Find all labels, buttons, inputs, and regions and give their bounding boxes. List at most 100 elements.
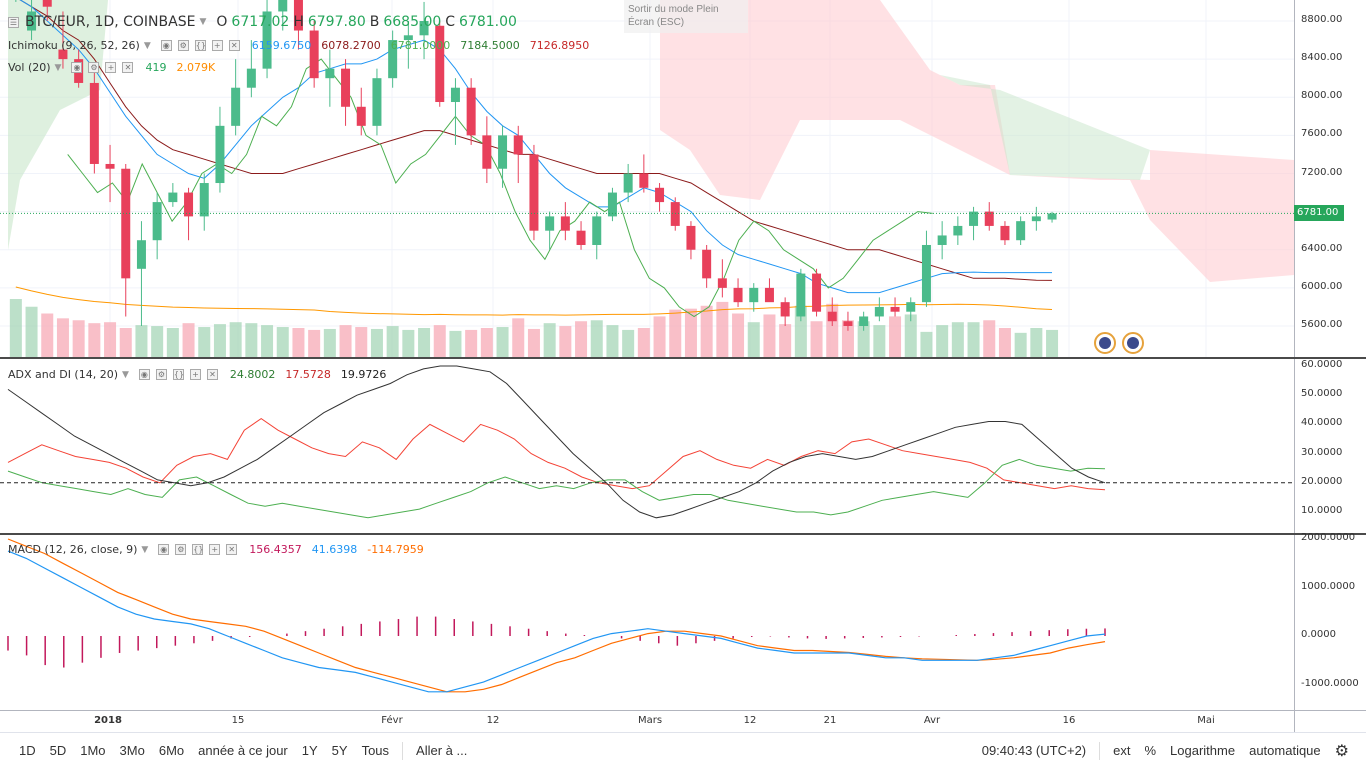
close-icon[interactable]: ✕ — [228, 40, 240, 51]
eye-icon[interactable]: ◉ — [71, 62, 83, 73]
range-button[interactable]: année à ce jour — [198, 743, 288, 758]
volume-name[interactable]: Vol (20) — [8, 61, 51, 74]
percent-scale-toggle[interactable]: % — [1144, 743, 1157, 758]
candle-body — [953, 225, 963, 236]
kumo-cloud-bullish — [940, 75, 1150, 180]
collapse-legend-icon[interactable]: ☰ — [8, 16, 19, 28]
chikou-span-line — [67, 58, 933, 318]
eye-icon[interactable]: ◉ — [138, 369, 150, 380]
more-icon[interactable]: + — [189, 369, 201, 380]
range-button[interactable]: 3Mo — [119, 743, 145, 758]
range-button[interactable]: 1D — [19, 743, 36, 758]
more-icon[interactable]: + — [209, 544, 221, 555]
candle-body — [89, 82, 99, 164]
candle-body — [764, 287, 774, 303]
symbol-title[interactable]: BTC/EUR, 1D, COINBASE — [25, 14, 196, 30]
price-chart[interactable] — [0, 0, 1294, 357]
price-axis-tick: 8000.00 — [1301, 90, 1343, 102]
range-buttons: 1D 5D 1Mo 3Mo 6Mo année à ce jour 1Y 5Y Tous — [0, 743, 396, 758]
volume-ma-value: 2.079K — [176, 61, 216, 74]
macd-axis[interactable]: 2000.0000 1000.0000 0.0000 -1000.0000 — [1294, 532, 1366, 710]
pane-separator[interactable] — [0, 533, 1366, 535]
adx-pane[interactable] — [0, 359, 1294, 533]
log-scale-toggle[interactable]: Logarithme — [1170, 743, 1236, 758]
volume-bar — [402, 329, 415, 357]
volume-bar — [763, 314, 776, 357]
candle-body — [278, 0, 288, 12]
gear-icon[interactable]: ⚙ — [1334, 742, 1349, 760]
adx-name[interactable]: ADX and DI (14, 20) — [8, 368, 118, 381]
eye-icon[interactable]: ◉ — [158, 544, 170, 555]
more-icon[interactable]: + — [105, 62, 117, 73]
close-icon[interactable]: ✕ — [206, 369, 218, 380]
macd-line — [7, 550, 1106, 693]
chevron-down-icon[interactable]: ▼ — [54, 62, 62, 73]
candle-body — [529, 154, 539, 231]
volume-bar — [261, 325, 274, 357]
tooltip-line-1: Sortir du mode Plein — [628, 4, 719, 15]
candle-body — [607, 192, 617, 217]
goto-date-button[interactable]: Aller à ... — [416, 743, 468, 758]
macd-pane[interactable] — [0, 535, 1294, 710]
volume-bar — [182, 323, 195, 357]
range-button[interactable]: Tous — [361, 743, 390, 758]
candle-body — [717, 278, 727, 288]
volume-bar — [25, 306, 38, 357]
volume-bar — [88, 323, 101, 357]
candle-body — [199, 183, 209, 217]
time-axis-tick: 12 — [486, 715, 500, 726]
range-button[interactable]: 1Y — [301, 743, 318, 758]
clock-display[interactable]: 09:40:43 (UTC+2) — [981, 743, 1087, 758]
source-code-icon[interactable]: {} — [192, 544, 204, 555]
macd-name[interactable]: MACD (12, 26, close, 9) — [8, 543, 138, 556]
volume-bar — [998, 328, 1011, 357]
gear-icon[interactable]: ⚙ — [155, 369, 167, 380]
chevron-down-icon[interactable]: ▼ — [141, 544, 149, 555]
range-button[interactable]: 6Mo — [158, 743, 185, 758]
candle-body — [560, 216, 570, 231]
gear-icon[interactable]: ⚙ — [175, 544, 187, 555]
adx-axis[interactable]: 60.0000 50.0000 40.0000 30.0000 20.0000 10.00… — [1294, 359, 1366, 533]
volume-bar — [339, 325, 352, 357]
ichimoku-name[interactable]: Ichimoku (9, 26, 52, 26) — [8, 39, 140, 52]
price-pane[interactable] — [0, 0, 1294, 357]
volume-bar — [151, 326, 164, 357]
range-button[interactable]: 5Y — [331, 743, 348, 758]
chevron-down-icon[interactable]: ▼ — [143, 40, 151, 51]
gear-icon[interactable]: ⚙ — [177, 40, 189, 51]
chevron-down-icon[interactable]: ▼ — [122, 369, 129, 380]
range-button[interactable]: 1Mo — [80, 743, 106, 758]
extended-hours-toggle[interactable]: ext — [1113, 743, 1131, 758]
more-icon[interactable]: + — [211, 40, 223, 51]
macd-legend: MACD (12, 26, close, 9) ▼ ◉ ⚙ {} + ✕ 156… — [8, 543, 424, 556]
time-axis[interactable]: 2018 15 Févr 12 Mars 12 21 Avr 16 Mai — [0, 710, 1294, 732]
close-icon[interactable]: ✕ — [122, 62, 134, 73]
macd-chart[interactable] — [0, 535, 1294, 710]
adx-axis-tick: 20.0000 — [1301, 475, 1343, 487]
price-axis[interactable]: 8800.00 8400.00 8000.00 7600.00 7200.00 6400.… — [1294, 0, 1366, 357]
candle-body — [325, 68, 335, 79]
adx-chart[interactable] — [0, 359, 1294, 533]
time-axis-tick: Mai — [1197, 715, 1215, 726]
ohlc-close-label: C — [445, 14, 456, 30]
kumo-cloud-bearish — [660, 0, 1294, 282]
gear-icon[interactable]: ⚙ — [88, 62, 100, 73]
volume-bar — [229, 322, 242, 357]
volume-bar — [653, 316, 666, 357]
price-axis-tick: 6400.00 — [1301, 242, 1343, 254]
chevron-down-icon[interactable]: ▼ — [199, 17, 207, 27]
candle-body — [1000, 225, 1010, 241]
auto-scale-toggle[interactable]: automatique — [1249, 743, 1321, 758]
source-code-icon[interactable]: {} — [172, 369, 185, 380]
volume-value: 419 — [145, 61, 167, 74]
pane-separator[interactable] — [0, 357, 1366, 359]
volume-bar — [669, 309, 682, 357]
close-icon[interactable]: ✕ — [226, 544, 238, 555]
candle-body — [780, 302, 790, 317]
range-button[interactable]: 5D — [49, 743, 67, 758]
source-code-icon[interactable]: {} — [194, 40, 206, 51]
eye-icon[interactable]: ◉ — [160, 40, 172, 51]
bottom-toolbar: 1D 5D 1Mo 3Mo 6Mo année à ce jour 1Y 5Y Tous All… — [0, 732, 1366, 768]
volume-bar — [684, 308, 697, 357]
ichimoku-spanb-value: 7126.8950 — [529, 39, 590, 52]
